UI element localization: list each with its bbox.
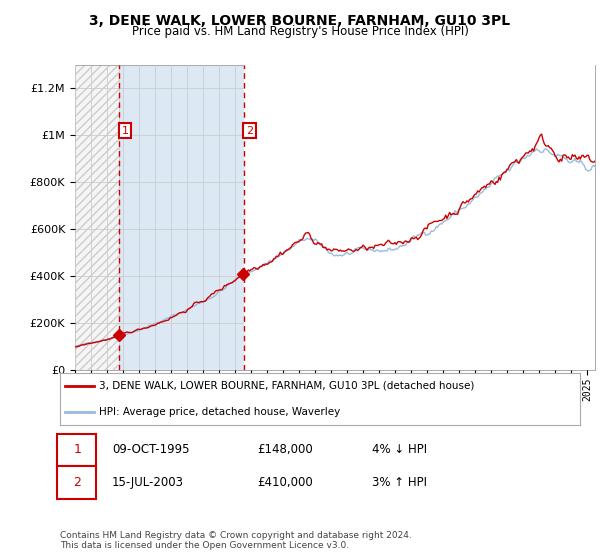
Text: 4% ↓ HPI: 4% ↓ HPI	[372, 443, 427, 456]
Text: £148,000: £148,000	[257, 443, 313, 456]
Text: £410,000: £410,000	[257, 476, 313, 489]
Bar	[244, 65, 595, 370]
FancyBboxPatch shape	[58, 433, 97, 466]
Text: 2: 2	[246, 125, 253, 136]
Text: 3% ↑ HPI: 3% ↑ HPI	[372, 476, 427, 489]
Text: 15-JUL-2003: 15-JUL-2003	[112, 476, 184, 489]
FancyBboxPatch shape	[58, 466, 97, 498]
Bar	[244, 65, 595, 370]
Text: 2: 2	[73, 476, 81, 489]
Text: 1: 1	[122, 125, 129, 136]
Text: Price paid vs. HM Land Registry's House Price Index (HPI): Price paid vs. HM Land Registry's House …	[131, 25, 469, 38]
Text: Contains HM Land Registry data © Crown copyright and database right 2024.
This d: Contains HM Land Registry data © Crown c…	[60, 530, 412, 550]
Text: HPI: Average price, detached house, Waverley: HPI: Average price, detached house, Wave…	[99, 407, 340, 417]
Text: 3, DENE WALK, LOWER BOURNE, FARNHAM, GU10 3PL: 3, DENE WALK, LOWER BOURNE, FARNHAM, GU1…	[89, 14, 511, 28]
Text: 3, DENE WALK, LOWER BOURNE, FARNHAM, GU10 3PL (detached house): 3, DENE WALK, LOWER BOURNE, FARNHAM, GU1…	[99, 381, 475, 391]
Bar	[244, 65, 595, 370]
Bar	[119, 65, 244, 370]
Bar	[75, 65, 119, 370]
Text: 09-OCT-1995: 09-OCT-1995	[112, 443, 190, 456]
Text: 1: 1	[73, 443, 81, 456]
Bar	[75, 65, 119, 370]
